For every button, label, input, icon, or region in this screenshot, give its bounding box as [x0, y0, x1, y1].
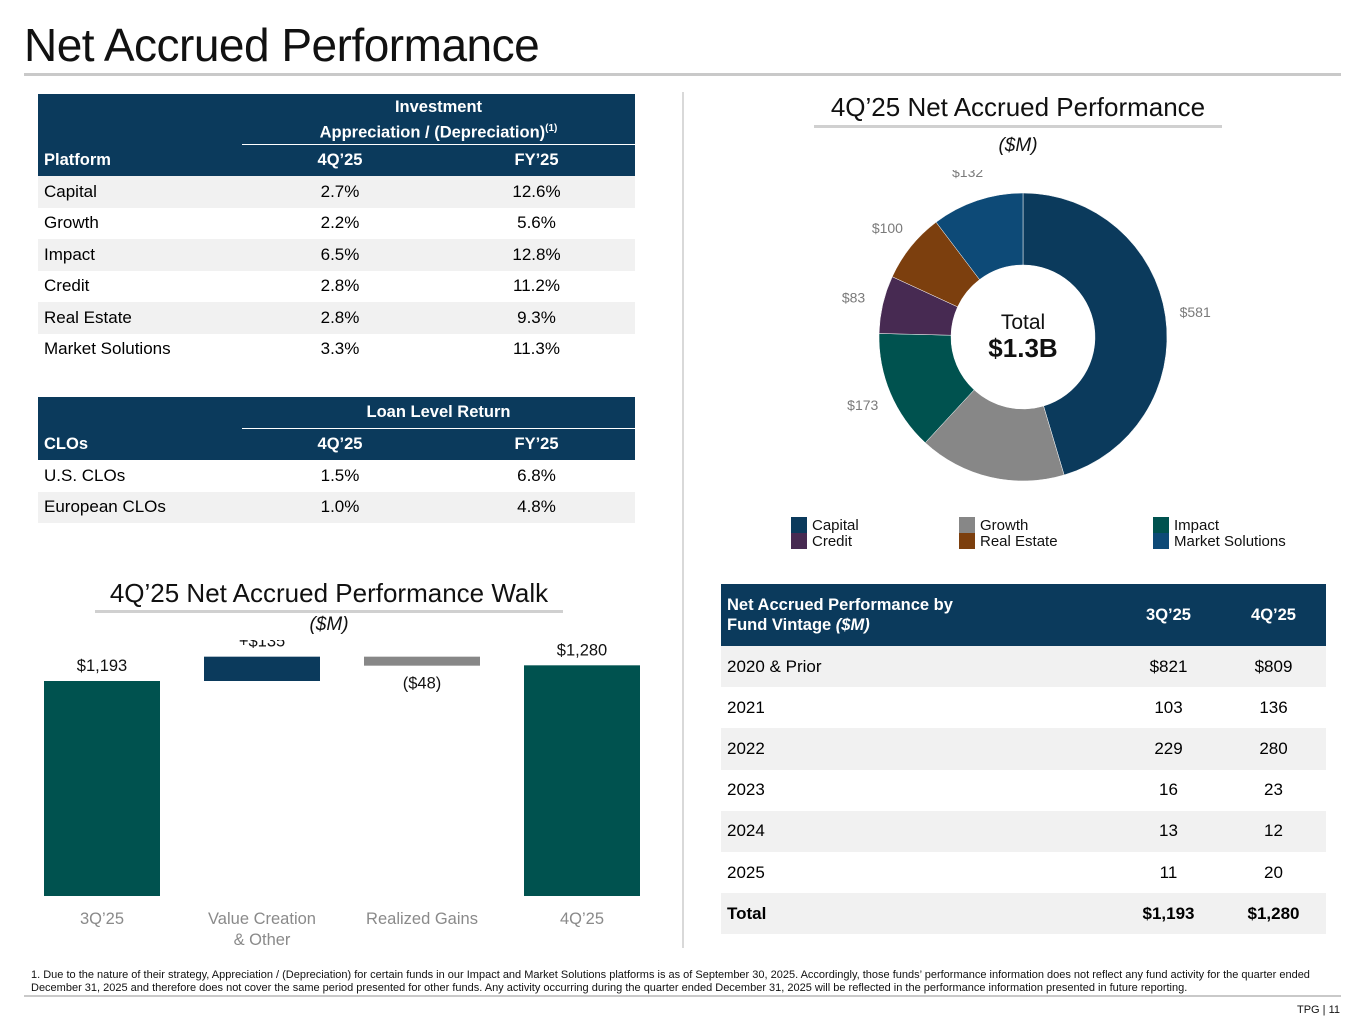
- title-divider: [24, 73, 1341, 76]
- donut-label-real-estate: $100: [872, 220, 903, 236]
- walk-chart-title: 4Q’25 Net Accrued Performance Walk: [109, 578, 549, 608]
- walk-bar-realized-gains: [364, 656, 480, 666]
- table-row: 2024 13 12: [721, 810, 1326, 852]
- total-row: Total $1,193 $1,280: [721, 893, 1326, 935]
- legend-item-capital: Capital: [791, 516, 859, 534]
- page-number: TPG | 11: [1296, 1004, 1340, 1016]
- donut-chart-title: 4Q’25 Net Accrued Performance: [830, 92, 1206, 122]
- donut-center-label: Total: [1001, 311, 1045, 334]
- walk-category-label: Value Creation: [208, 910, 316, 928]
- table-row: European CLOs 1.0% 4.8%: [38, 491, 635, 523]
- legend-item-real-estate: Real Estate: [959, 532, 1058, 550]
- walk-category-label: Realized Gains: [366, 910, 478, 928]
- donut-label-capital: $581: [1180, 304, 1211, 320]
- walk-value-label: +$135: [239, 640, 285, 651]
- table-row: Growth 2.2% 5.6%: [38, 207, 635, 239]
- donut-chart: $581 $211 $173 $83 $100 $132 Total $1.3B: [842, 170, 1211, 500]
- legend-item-credit: Credit: [791, 532, 853, 550]
- walk-bar-value-creation-other: [204, 656, 320, 681]
- donut-label-market-solutions: $132: [952, 170, 983, 180]
- walk-category-label: 4Q’25: [560, 910, 604, 928]
- walk-bar-3q-25: [44, 681, 160, 896]
- legend-label: Real Estate: [980, 532, 1058, 550]
- legend-swatch: [959, 533, 975, 549]
- quarter-column-header: 4Q’25: [317, 150, 363, 169]
- fy-column-header: FY’25: [514, 434, 559, 453]
- table-row: U.S. CLOs 1.5% 6.8%: [38, 460, 635, 492]
- donut-center-value: $1.3B: [988, 333, 1057, 363]
- donut-slice-capital: [1022, 192, 1168, 476]
- footer-divider: [24, 995, 1341, 997]
- prev-quarter-column-header: 3Q’25: [1146, 606, 1191, 624]
- donut-label-credit: $83: [842, 290, 866, 306]
- walk-title-rule: [95, 610, 563, 613]
- legend-label: Credit: [812, 532, 853, 550]
- legend-label: Capital: [812, 516, 859, 534]
- walk-value-label: ($48): [403, 675, 442, 693]
- table-row: Market Solutions 3.3% 11.3%: [38, 333, 635, 365]
- walk-value-label: $1,280: [557, 641, 607, 659]
- vintage-column-header: Net Accrued Performance by Fund Vintage …: [727, 596, 953, 634]
- walk-bar-4q-25: [524, 665, 640, 896]
- walk-category-label: & Other: [234, 931, 291, 949]
- legend-swatch: [959, 517, 975, 533]
- legend-item-impact: Impact: [1153, 516, 1220, 534]
- legend-swatch: [791, 517, 807, 533]
- loan-level-return-header: Loan Level Return: [242, 397, 635, 429]
- donut-label-growth: $211: [969, 498, 999, 500]
- platform-returns-table: Investment Appreciation / (Depreciation)…: [38, 94, 635, 365]
- legend-swatch: [1153, 517, 1169, 533]
- donut-title-rule: [814, 125, 1222, 128]
- vertical-divider: [682, 92, 684, 948]
- table-row: Real Estate 2.8% 9.3%: [38, 302, 635, 334]
- quarter-column-header: 4Q’25: [317, 434, 363, 453]
- walk-value-label: $1,193: [77, 657, 127, 675]
- legend-label: Market Solutions: [1174, 532, 1286, 550]
- table-row: 2023 16 23: [721, 769, 1326, 811]
- table-row: 2021 103 136: [721, 687, 1326, 729]
- table-row: 2025 11 20: [721, 851, 1326, 894]
- table-row: Credit 2.8% 11.2%: [38, 270, 635, 302]
- clos-column-header: CLOs: [44, 434, 89, 453]
- waterfall-chart: $1,193 +$135 ($48) $1,280 3Q’25 Value Creati…: [44, 640, 640, 949]
- legend-label: Impact: [1174, 516, 1220, 534]
- table-row: Capital 2.7% 12.6%: [38, 176, 635, 208]
- donut-label-impact: $173: [847, 397, 878, 413]
- legend-label: Growth: [980, 516, 1029, 534]
- legend-item-growth: Growth: [959, 516, 1029, 534]
- fy-column-header: FY’25: [514, 150, 559, 169]
- fund-vintage-table: Net Accrued Performance by Fund Vintage …: [721, 584, 1326, 935]
- walk-chart-subtitle: ($M): [309, 614, 349, 635]
- legend-item-market-solutions: Market Solutions: [1153, 532, 1286, 550]
- table-row: 2020 & Prior $821 $809: [721, 646, 1326, 688]
- page-title: Net Accrued Performance: [24, 19, 540, 71]
- investment-appreciation-header: Investment Appreciation / (Depreciation)…: [242, 94, 635, 145]
- walk-category-label: 3Q’25: [80, 910, 124, 928]
- footnote: 1. Due to the nature of their strategy, …: [31, 969, 1310, 994]
- donut-slice-market-solutions: [935, 192, 1024, 280]
- legend-swatch: [791, 533, 807, 549]
- curr-quarter-column-header: 4Q’25: [1251, 606, 1296, 624]
- table-row: Impact 6.5% 12.8%: [38, 239, 635, 271]
- platform-column-header: Platform: [44, 150, 111, 169]
- legend-swatch: [1153, 533, 1169, 549]
- donut-chart-subtitle: ($M): [998, 135, 1038, 156]
- table-row: 2022 229 280: [721, 728, 1326, 770]
- clo-returns-table: Loan Level Return CLOs 4Q’25 FY’25 U.S. …: [38, 397, 635, 523]
